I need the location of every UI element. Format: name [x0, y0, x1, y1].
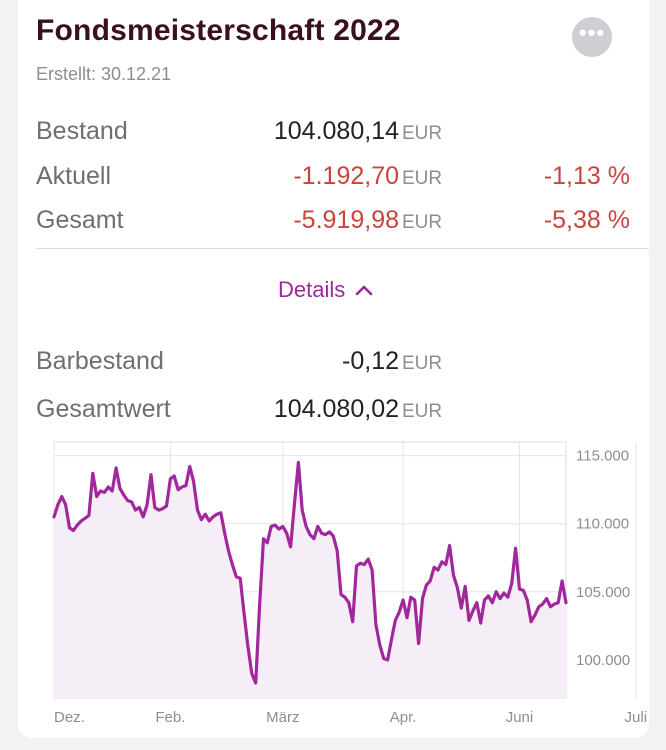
aktuell-label: Aktuell: [36, 162, 112, 190]
details-toggle[interactable]: Details: [278, 277, 373, 303]
barbestand-amount: -0,12: [342, 347, 399, 375]
more-options-button[interactable]: •••: [572, 17, 612, 57]
y-tick-label: 105.000: [576, 584, 630, 601]
gesamtwert-row: Gesamtwert 104.080,02 EUR: [18, 395, 649, 431]
chevron-up-icon: [355, 285, 373, 296]
gesamtwert-label: Gesamtwert: [36, 395, 171, 423]
gesamt-amount: -5.919,98: [293, 206, 399, 234]
barbestand-row: Barbestand -0,12 EUR: [18, 347, 649, 383]
portfolio-card: Fondsmeisterschaft 2022 ••• Erstellt: 30…: [18, 0, 649, 738]
divider: [36, 248, 649, 249]
x-tick-label: Juni: [506, 709, 534, 726]
barbestand-unit: EUR: [402, 353, 443, 374]
barbestand-label: Barbestand: [36, 347, 164, 375]
aktuell-unit: EUR: [402, 168, 443, 189]
y-tick-label: 100.000: [576, 652, 630, 669]
x-tick-label: Juli: [625, 709, 648, 726]
gesamt-percent: -5,38 %: [543, 206, 630, 234]
value-chart[interactable]: 100.000 105.000 110.000 115.000 Dez. Feb. März…: [36, 436, 666, 738]
aktuell-percent: -1,13 %: [543, 162, 630, 190]
gesamt-unit: EUR: [402, 212, 443, 233]
ellipsis-icon: •••: [578, 20, 606, 45]
aktuell-row: Aktuell -1.192,70 EUR -1,13 %: [18, 162, 649, 198]
gesamt-row: Gesamt -5.919,98 EUR -5,38 %: [18, 206, 649, 242]
details-label: Details: [278, 277, 346, 302]
x-tick-label: März: [266, 709, 299, 726]
gesamtwert-unit: EUR: [402, 401, 443, 422]
created-date: Erstellt: 30.12.21: [36, 64, 172, 84]
gesamt-label: Gesamt: [36, 206, 124, 234]
chart-series-line: [52, 460, 568, 685]
y-tick-label: 110.000: [576, 516, 629, 533]
bestand-row: Bestand 104.080,14 EUR: [18, 117, 649, 153]
aktuell-amount: -1.192,70: [293, 162, 399, 190]
x-tick-label: Feb.: [155, 709, 185, 726]
y-tick-label: 115.000: [576, 448, 629, 465]
page-title: Fondsmeisterschaft 2022: [36, 14, 401, 47]
bestand-label: Bestand: [36, 117, 128, 145]
bestand-amount: 104.080,14: [273, 117, 399, 145]
chart-area-fill: [54, 462, 566, 698]
x-tick-label: Dez.: [54, 709, 85, 726]
bestand-unit: EUR: [402, 123, 443, 144]
x-tick-label: Apr.: [390, 709, 417, 726]
gesamtwert-amount: 104.080,02: [273, 395, 399, 423]
